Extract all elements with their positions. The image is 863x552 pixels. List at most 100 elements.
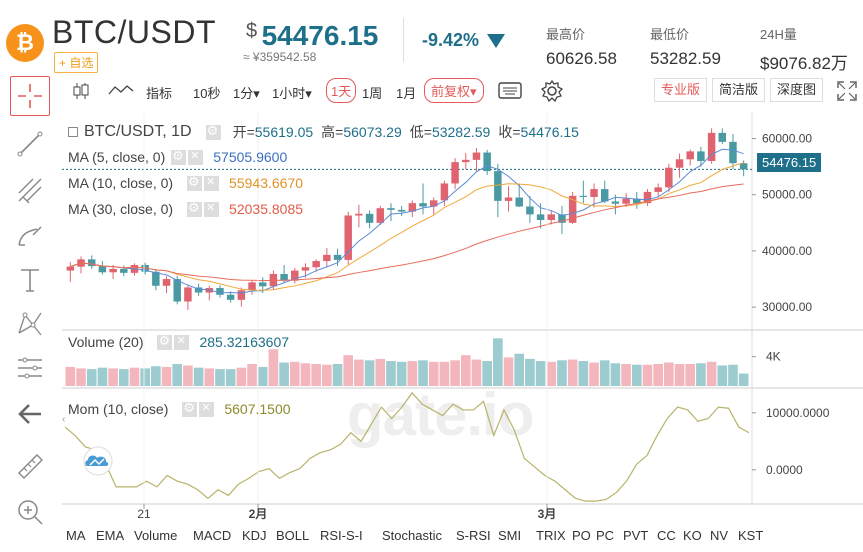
version-pro-button[interactable]: 专业版	[654, 78, 708, 102]
volume-bar[interactable]	[183, 365, 193, 386]
depth-chart-button[interactable]: 深度图	[770, 78, 824, 102]
candle-body[interactable]	[376, 208, 385, 223]
volume-bar[interactable]	[439, 361, 450, 386]
volume-bar[interactable]	[140, 368, 150, 386]
volume-bar[interactable]	[257, 366, 268, 386]
interval-1w[interactable]: 1周	[362, 86, 383, 101]
candle-body[interactable]	[184, 287, 192, 302]
volume-bar[interactable]	[525, 358, 535, 386]
candle-body[interactable]	[291, 270, 299, 281]
volume-bar[interactable]	[578, 361, 589, 386]
volume-bar[interactable]	[108, 368, 118, 386]
candle-body[interactable]	[173, 279, 181, 302]
fullscreen-icon[interactable]	[836, 80, 858, 102]
candle-body[interactable]	[301, 267, 310, 271]
legend-close-icon[interactable]	[188, 149, 204, 165]
candle-body[interactable]	[248, 282, 256, 291]
legend-settings-icon[interactable]	[187, 174, 203, 191]
ruler-tool[interactable]	[10, 446, 50, 486]
brush-tool[interactable]	[10, 216, 50, 256]
trend-line-tool[interactable]	[10, 124, 50, 164]
volume-bar[interactable]	[311, 364, 321, 386]
candlestick-chart[interactable]: 60000.00 50000.00 40000.00 30000.00 4K 10000.…	[62, 112, 863, 522]
interval-1h[interactable]: 1小时▾	[272, 86, 312, 101]
volume-bar[interactable]	[76, 368, 86, 386]
volume-bar[interactable]	[450, 360, 460, 386]
add-favorite-button[interactable]: + 自选	[54, 52, 99, 73]
candle-body[interactable]	[408, 203, 417, 212]
candle-body[interactable]	[590, 189, 598, 197]
volume-bar[interactable]	[247, 364, 257, 386]
candle-body[interactable]	[87, 259, 96, 267]
volume-bar[interactable]	[375, 358, 386, 386]
volume-bar[interactable]	[86, 369, 97, 386]
volume-bar[interactable]	[664, 362, 674, 386]
interval-1m[interactable]: 1分▾	[233, 86, 260, 101]
indicator-ma[interactable]: MA	[66, 528, 86, 543]
candle-body[interactable]	[419, 203, 427, 207]
volume-bar[interactable]	[428, 361, 439, 386]
indicator-volume[interactable]: Volume	[134, 528, 178, 543]
volume-bar[interactable]	[65, 366, 76, 386]
candle-body[interactable]	[494, 171, 502, 201]
candle-body[interactable]	[258, 282, 267, 287]
volume-bar[interactable]	[343, 355, 354, 386]
candle-body[interactable]	[558, 214, 566, 223]
candle-body[interactable]	[152, 271, 160, 286]
indicator-pc[interactable]: PC	[596, 528, 615, 543]
text-tool[interactable]	[10, 260, 50, 300]
keyboard-icon[interactable]	[498, 81, 522, 101]
volume-bar[interactable]	[546, 361, 557, 386]
version-simple-button[interactable]: 简洁版	[712, 78, 766, 102]
panel-toggle-icon[interactable]: ‹	[62, 414, 66, 425]
candle-body[interactable]	[429, 200, 438, 207]
volume-bar[interactable]	[215, 369, 225, 386]
volume-bar[interactable]	[696, 363, 706, 386]
candle-body[interactable]	[98, 266, 107, 273]
indicator-s-rsi[interactable]: S-RSI	[456, 528, 491, 543]
volume-bar[interactable]	[706, 361, 717, 386]
legend-settings-icon[interactable]	[187, 200, 203, 217]
volume-bar[interactable]	[118, 369, 129, 386]
volume-bar[interactable]	[204, 368, 215, 386]
legend-settings-icon[interactable]	[205, 123, 221, 140]
legend-close-icon[interactable]	[204, 201, 220, 217]
candle-body[interactable]	[237, 290, 246, 300]
candle-body[interactable]	[697, 151, 705, 161]
candle-body[interactable]	[675, 159, 684, 168]
indicator-kst[interactable]: KST	[738, 528, 764, 543]
indicator-ko[interactable]: KO	[683, 528, 702, 543]
candle-body[interactable]	[451, 162, 459, 184]
volume-bar[interactable]	[717, 365, 728, 386]
crosshair-tool[interactable]	[10, 76, 50, 116]
candle-body[interactable]	[109, 268, 117, 273]
volume-bar[interactable]	[557, 360, 567, 386]
volume-bar[interactable]	[642, 364, 653, 386]
back-tool[interactable]	[10, 394, 50, 434]
candle-body[interactable]	[686, 151, 694, 160]
volume-bar[interactable]	[493, 338, 503, 386]
volume-bar[interactable]	[535, 361, 546, 386]
volume-bar[interactable]	[289, 361, 300, 386]
candle-body[interactable]	[633, 198, 641, 204]
legend-settings-icon[interactable]	[157, 333, 173, 350]
volume-bar[interactable]	[193, 367, 204, 386]
collapse-icon[interactable]	[68, 127, 78, 137]
pattern-tool[interactable]	[10, 304, 50, 344]
volume-bar[interactable]	[653, 364, 663, 386]
volume-bar[interactable]	[172, 364, 183, 386]
volume-bar[interactable]	[268, 349, 279, 386]
candle-body[interactable]	[355, 213, 363, 216]
indicator-rsi-s-i[interactable]: RSI-S-I	[320, 528, 363, 543]
candle-body[interactable]	[205, 288, 214, 293]
volume-bar[interactable]	[418, 360, 428, 386]
volume-bar[interactable]	[332, 364, 343, 386]
candle-body[interactable]	[611, 201, 620, 204]
interval-10s[interactable]: 10秒	[193, 86, 221, 101]
volume-bar[interactable]	[567, 359, 578, 386]
candle-body[interactable]	[462, 159, 470, 163]
candle-body[interactable]	[526, 206, 534, 215]
volume-bar[interactable]	[300, 363, 311, 386]
legend-settings-icon[interactable]	[182, 400, 198, 417]
zoom-tool[interactable]	[10, 492, 50, 532]
